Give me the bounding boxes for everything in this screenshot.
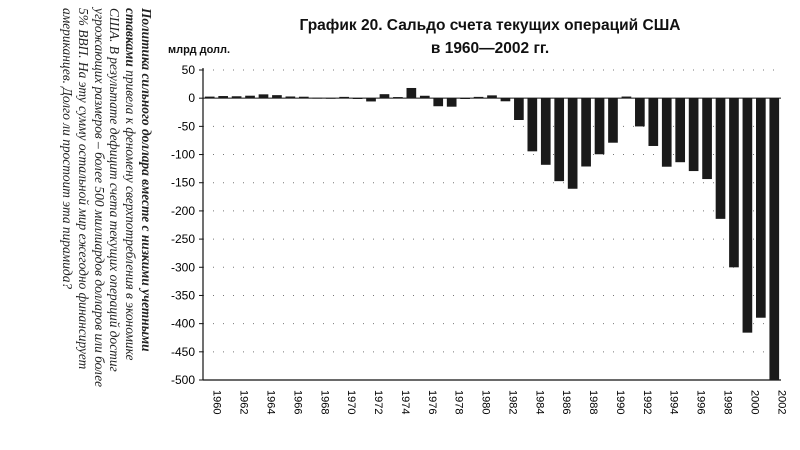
bar-1968 bbox=[312, 97, 323, 99]
bar-1960 bbox=[204, 96, 215, 99]
bar-1981 bbox=[487, 95, 497, 99]
x-tick-label: 1996 bbox=[695, 390, 707, 414]
y-tick-label: -500 bbox=[171, 373, 195, 387]
bar-1969 bbox=[325, 97, 336, 99]
y-tick-label: -250 bbox=[171, 232, 195, 246]
x-tick-label: 1968 bbox=[318, 390, 330, 414]
chart-title: График 20. Сальдо счета текущих операций… bbox=[299, 17, 681, 34]
bar-1988 bbox=[581, 98, 591, 167]
bar-1979 bbox=[460, 98, 470, 99]
bar-1963 bbox=[245, 95, 255, 99]
bar-2001 bbox=[755, 98, 766, 318]
bar-1976 bbox=[419, 95, 430, 99]
x-tick-label: 2000 bbox=[748, 390, 760, 414]
bar-1966 bbox=[285, 96, 296, 99]
y-tick-label: 50 bbox=[182, 63, 196, 77]
bar-1996 bbox=[688, 98, 699, 172]
bar-1992 bbox=[635, 98, 645, 127]
bar-2002 bbox=[769, 98, 780, 380]
x-tick-labels: 1960 1962 1964 1966 1968 1970 1972 1974 1976 1978… bbox=[211, 390, 788, 414]
y-tick-label: -50 bbox=[178, 119, 196, 133]
bar-2000 bbox=[742, 98, 753, 333]
bar-1980 bbox=[473, 96, 484, 99]
bar-1983 bbox=[514, 98, 524, 120]
y-tick-label: -200 bbox=[171, 204, 195, 218]
bar-1997 bbox=[702, 98, 712, 180]
x-tick-label: 1972 bbox=[372, 390, 384, 414]
x-tick-label: 1966 bbox=[291, 390, 303, 414]
bars bbox=[204, 87, 780, 380]
x-tick-label: 1980 bbox=[480, 390, 492, 414]
bar-1990 bbox=[608, 98, 618, 143]
x-tick-label: 1994 bbox=[668, 390, 680, 414]
x-tick-label: 1986 bbox=[560, 390, 572, 414]
bar-1986 bbox=[554, 98, 565, 182]
bar-1974 bbox=[393, 97, 403, 99]
y-tick-label: -350 bbox=[171, 288, 195, 302]
x-tick-label: 1964 bbox=[264, 390, 276, 414]
bar-1965 bbox=[272, 95, 282, 99]
bar-1978 bbox=[446, 98, 457, 107]
y-tick-label: -300 bbox=[171, 260, 195, 274]
y-tick-label: 0 bbox=[188, 91, 195, 105]
y-axis-unit-label: млрд долл. bbox=[168, 44, 231, 56]
bar-1973 bbox=[379, 94, 390, 99]
x-tick-label: 1998 bbox=[722, 390, 734, 414]
chart-title-block: График 20. Сальдо счета текущих операций… bbox=[200, 14, 780, 60]
bar-1970 bbox=[339, 96, 349, 99]
bar-1984 bbox=[527, 98, 538, 152]
x-tick-label: 1976 bbox=[426, 390, 438, 414]
bar-1991 bbox=[621, 96, 632, 99]
x-tick-label: 1970 bbox=[345, 390, 357, 414]
bar-1998 bbox=[715, 98, 726, 219]
x-tick-label: 1990 bbox=[614, 390, 626, 414]
y-tick-label: -400 bbox=[171, 317, 195, 331]
bar-1967 bbox=[298, 96, 309, 99]
bar-1985 bbox=[540, 98, 551, 165]
x-tick-label: 1982 bbox=[506, 390, 518, 414]
y-tick-label: -150 bbox=[171, 176, 195, 190]
bar-1982 bbox=[500, 98, 511, 102]
x-tick-label: 1960 bbox=[211, 390, 223, 414]
x-tick-label: 1962 bbox=[238, 390, 250, 414]
y-tick-label: -450 bbox=[171, 345, 195, 359]
bar-1994 bbox=[661, 98, 672, 167]
chart-subtitle: в 1960—2002 гг. bbox=[430, 40, 550, 57]
x-tick-label: 1992 bbox=[641, 390, 653, 414]
bar-1972 bbox=[366, 98, 376, 102]
bar-1975 bbox=[406, 87, 417, 99]
y-tick-label: -100 bbox=[171, 148, 195, 162]
bar-1999 bbox=[729, 98, 739, 268]
x-tick-label: 1978 bbox=[453, 390, 465, 414]
x-tick-label: 1984 bbox=[533, 390, 545, 414]
bar-1977 bbox=[433, 98, 444, 107]
bar-1961 bbox=[218, 96, 229, 99]
bar-1989 bbox=[594, 98, 605, 155]
bar-1993 bbox=[648, 98, 659, 146]
x-tick-label: 1988 bbox=[587, 390, 599, 414]
bar-1964 bbox=[258, 94, 269, 99]
y-tick-labels: 50 0 -50 -100 -150 -200 -250 -300 -350 -400 -450 -5… bbox=[171, 63, 195, 387]
bar-1971 bbox=[352, 98, 363, 99]
bar-1995 bbox=[675, 98, 686, 163]
x-tick-label: 1974 bbox=[399, 390, 411, 414]
bar-1962 bbox=[231, 96, 242, 99]
bar-1987 bbox=[567, 98, 578, 189]
x-tick-label: 2002 bbox=[775, 390, 787, 414]
